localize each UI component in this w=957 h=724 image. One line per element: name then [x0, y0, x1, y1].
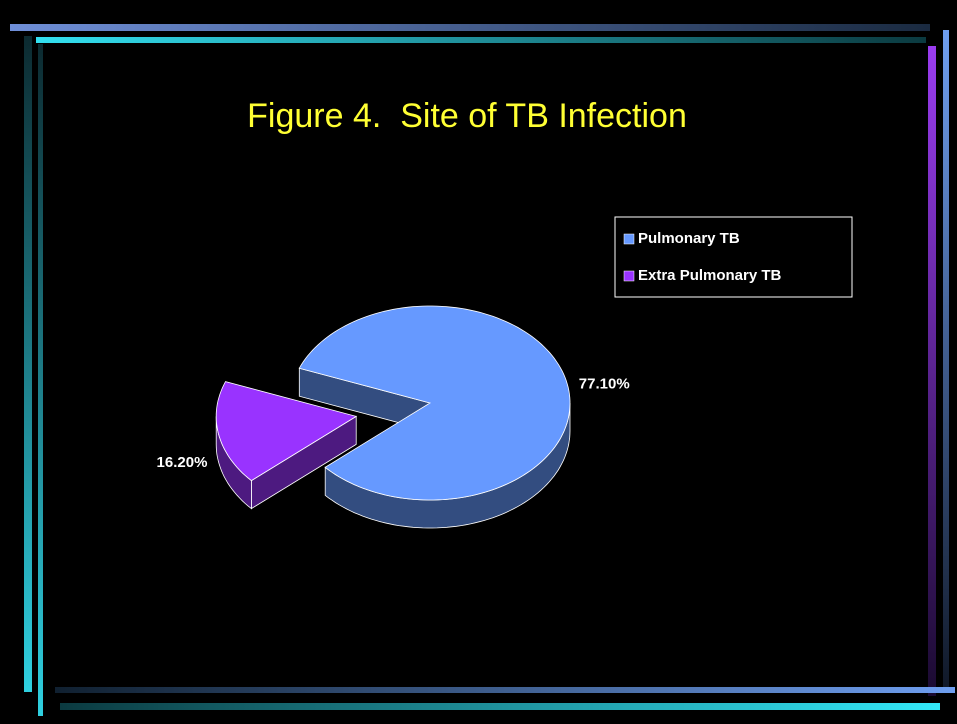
pie-slice	[298, 305, 571, 501]
pie-slice	[215, 381, 358, 482]
data-label: 16.20%	[157, 454, 208, 471]
legend-label: Extra Pulmonary TB	[638, 267, 782, 284]
legend-swatch	[623, 270, 635, 282]
legend-box	[614, 216, 853, 298]
chart-title: Figure 4. Site of TB Infection	[247, 97, 687, 135]
legend-label: Pulmonary TB	[638, 230, 740, 247]
slide-border	[10, 24, 955, 716]
legend-swatch	[623, 233, 635, 245]
data-label: 77.10%	[579, 375, 630, 392]
